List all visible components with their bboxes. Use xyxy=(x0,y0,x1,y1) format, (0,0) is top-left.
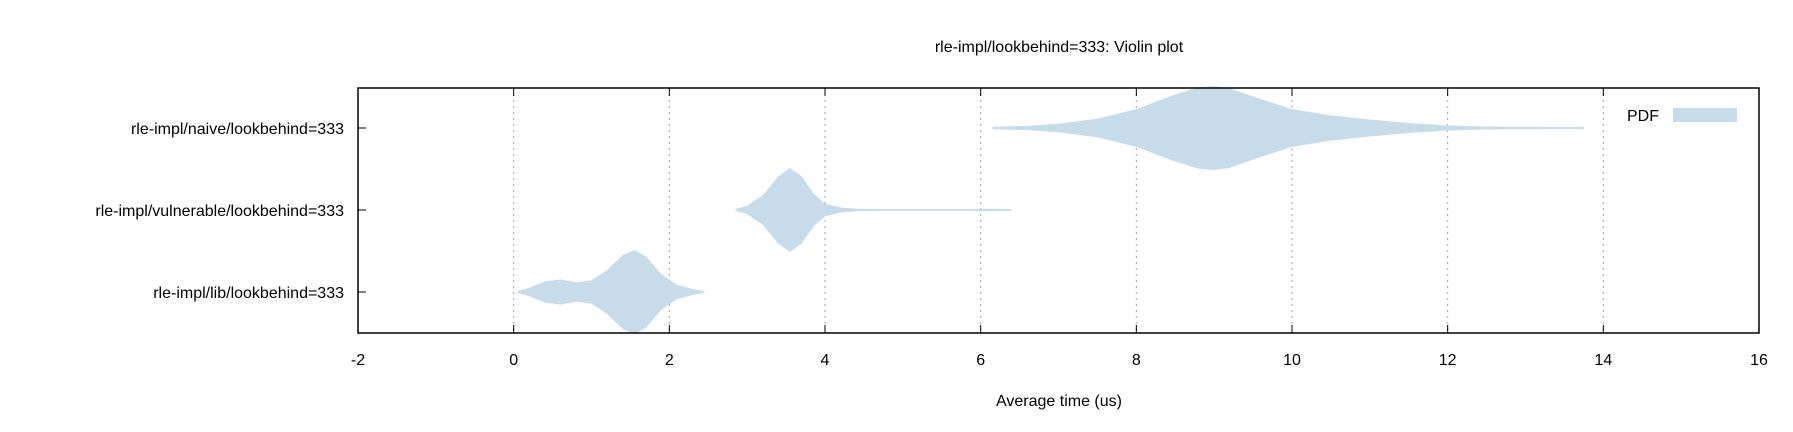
x-tick-label: 0 xyxy=(509,352,518,369)
legend-swatch-pdf xyxy=(1673,108,1737,122)
category-label: rle-impl/lib/lookbehind=333 xyxy=(153,285,344,302)
x-tick-label: 12 xyxy=(1439,352,1457,369)
x-axis-ticks: -2 0 2 4 6 8 10 12 14 16 xyxy=(351,88,1768,369)
y-axis-ticks: rle-impl/naive/lookbehind=333 rle-impl/vu… xyxy=(95,121,366,302)
x-axis-label: Average time (us) xyxy=(996,393,1122,410)
legend: PDF xyxy=(1627,108,1737,125)
violin-shape xyxy=(517,250,705,334)
x-tick-label: 2 xyxy=(665,352,674,369)
category-label: rle-impl/vulnerable/lookbehind=333 xyxy=(95,203,344,220)
category-label: rle-impl/naive/lookbehind=333 xyxy=(131,121,344,138)
legend-label-pdf: PDF xyxy=(1627,108,1659,125)
chart-title: rle-impl/lookbehind=333: Violin plot xyxy=(935,39,1184,56)
x-tick-label: -2 xyxy=(351,352,365,369)
x-tick-label: 16 xyxy=(1750,352,1768,369)
x-tick-label: 10 xyxy=(1283,352,1301,369)
x-tick-label: 4 xyxy=(821,352,830,369)
violins xyxy=(517,86,1584,334)
x-tick-label: 8 xyxy=(1132,352,1141,369)
x-tick-label: 6 xyxy=(976,352,985,369)
x-tick-label: 14 xyxy=(1594,352,1612,369)
violin-shape xyxy=(992,86,1584,170)
violin-shape xyxy=(735,168,1012,252)
